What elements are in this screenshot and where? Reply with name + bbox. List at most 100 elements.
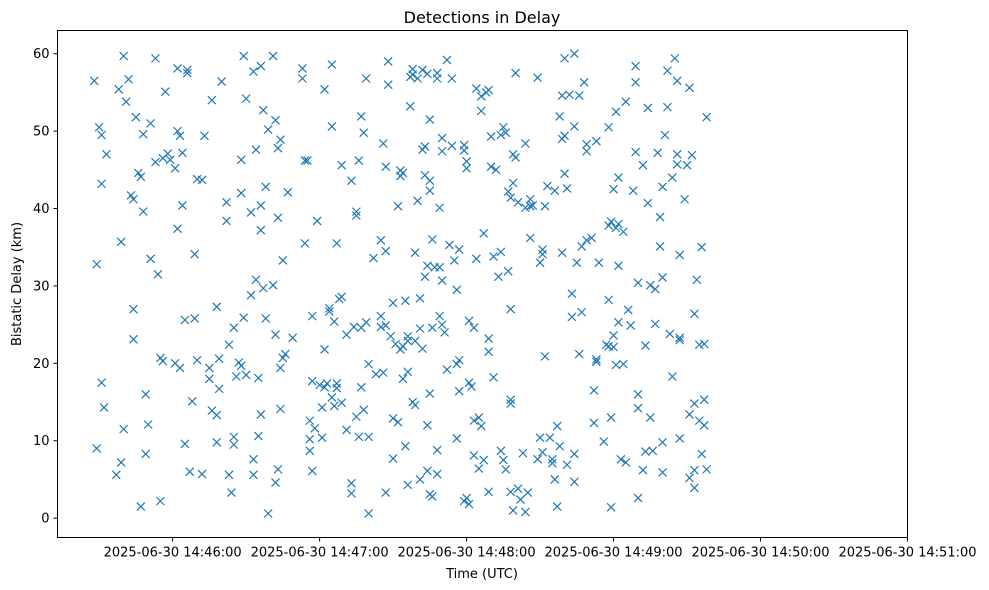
data-point	[594, 258, 604, 268]
data-point	[425, 115, 435, 124]
data-point	[533, 454, 543, 464]
data-point	[631, 77, 641, 87]
data-point	[327, 392, 337, 402]
data-point	[315, 380, 325, 390]
data-point	[175, 363, 185, 373]
data-point	[685, 473, 694, 483]
data-points	[89, 49, 712, 518]
data-point	[516, 495, 525, 504]
data-point	[351, 412, 361, 422]
data-point	[298, 64, 307, 73]
data-point	[501, 464, 511, 474]
data-point	[474, 464, 484, 474]
data-point	[369, 253, 378, 263]
data-point	[628, 186, 638, 196]
data-point	[182, 65, 192, 75]
data-point	[518, 448, 528, 458]
data-point	[403, 480, 413, 490]
data-point	[229, 323, 239, 333]
data-point	[180, 439, 190, 449]
data-point	[207, 95, 217, 105]
x-axis-ticks: 2025-06-30 14:46:00 2025-06-30 14:47:00 20…	[104, 537, 977, 561]
data-point	[442, 365, 452, 374]
data-point	[506, 487, 516, 497]
data-point	[192, 355, 202, 365]
data-point	[378, 368, 388, 378]
data-point	[621, 457, 631, 467]
data-point	[146, 118, 156, 128]
data-point	[645, 280, 655, 290]
data-point	[645, 413, 655, 422]
data-point	[153, 269, 163, 279]
x-tick-label: 2025-06-30 14:47:00	[251, 546, 389, 561]
data-point	[405, 101, 415, 111]
data-point	[251, 145, 261, 155]
data-point	[271, 115, 280, 125]
y-tick-label: 40	[33, 202, 50, 217]
data-point	[582, 146, 592, 156]
data-point	[614, 261, 623, 271]
data-point	[415, 324, 425, 333]
data-point	[99, 403, 109, 412]
data-point	[268, 280, 278, 290]
data-point	[520, 139, 530, 148]
data-point	[565, 90, 574, 100]
data-point	[351, 207, 361, 217]
data-point	[682, 160, 692, 170]
data-point	[413, 74, 423, 83]
data-point	[425, 186, 435, 196]
data-point	[300, 238, 310, 248]
data-point	[569, 477, 579, 487]
data-point	[261, 314, 271, 323]
data-point	[471, 84, 481, 93]
data-point	[621, 97, 631, 107]
data-point	[591, 136, 601, 146]
data-point	[97, 378, 107, 388]
data-point	[197, 469, 207, 479]
data-point	[111, 470, 121, 480]
data-point	[582, 139, 592, 149]
data-point	[557, 91, 567, 100]
data-point	[356, 111, 366, 121]
data-point	[119, 51, 129, 61]
data-point	[158, 356, 168, 366]
data-point	[197, 175, 207, 185]
x-tick-label: 2025-06-30 14:49:00	[545, 546, 683, 561]
data-point	[422, 261, 432, 271]
data-point	[129, 194, 138, 204]
data-point	[224, 470, 234, 480]
data-point	[589, 418, 599, 428]
data-point	[435, 262, 445, 272]
y-tick-label: 20	[33, 357, 50, 372]
data-point	[447, 74, 457, 83]
data-point	[271, 330, 280, 340]
data-point	[273, 464, 283, 474]
data-point	[569, 449, 579, 459]
data-point	[560, 131, 569, 141]
data-point	[388, 413, 398, 423]
data-point	[388, 454, 398, 463]
data-point	[312, 216, 322, 226]
data-point	[616, 454, 626, 464]
data-point	[675, 335, 685, 345]
data-point	[418, 65, 427, 75]
data-point	[476, 91, 486, 101]
data-point	[432, 74, 442, 83]
data-point	[119, 424, 129, 434]
data-point	[317, 403, 327, 412]
data-point	[165, 155, 175, 165]
data-point	[329, 317, 339, 326]
data-point	[212, 410, 222, 420]
data-point	[251, 275, 261, 285]
data-point	[97, 130, 107, 140]
data-point	[239, 51, 249, 61]
data-point	[440, 327, 449, 337]
data-point	[606, 413, 616, 422]
data-point	[591, 357, 601, 367]
data-point	[680, 194, 690, 204]
data-point	[535, 433, 545, 443]
data-point	[364, 359, 374, 369]
data-point	[283, 187, 293, 197]
data-point	[427, 323, 437, 333]
